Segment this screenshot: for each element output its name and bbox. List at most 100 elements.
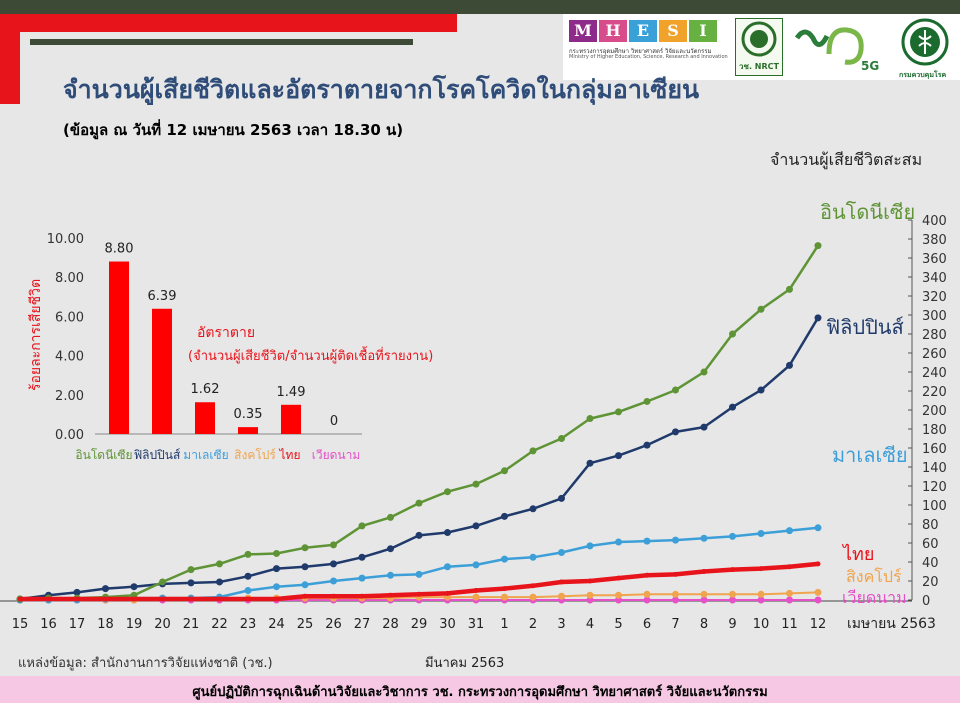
bar-chart-y-tick-label: 2.00 xyxy=(55,389,84,404)
bar-chart-y-tick-label: 0.00 xyxy=(55,428,84,443)
line-series-point xyxy=(330,560,337,568)
line-series-point xyxy=(729,590,736,598)
line-series-point xyxy=(586,415,594,423)
line-series-point xyxy=(301,581,309,589)
line-series-point xyxy=(330,541,337,549)
line-series-point xyxy=(502,586,507,592)
line-chart-x-tick-label: 17 xyxy=(69,617,86,632)
line-series-point xyxy=(672,536,679,544)
line-series-point xyxy=(445,590,450,596)
line-series-point xyxy=(787,564,792,570)
line-chart-y-tick-label: 180 xyxy=(922,423,947,438)
line-series-point xyxy=(501,593,508,601)
nrct-emblem-icon xyxy=(741,21,777,57)
line-series-point xyxy=(444,563,451,571)
line-series-point xyxy=(301,544,309,552)
line-series-point xyxy=(558,549,565,556)
line-series-point xyxy=(388,592,393,598)
line-series-point xyxy=(188,596,194,602)
line-series-point xyxy=(586,459,594,467)
line-chart-y-tick-label: 20 xyxy=(922,575,939,590)
line-series-point xyxy=(559,579,564,585)
line-chart-x-tick-label: 19 xyxy=(126,617,143,632)
line-series-point xyxy=(672,386,679,394)
line-series-point xyxy=(586,542,594,550)
bar-chart-annotation-title: อัตราตาย xyxy=(197,325,255,341)
line-chart-x-tick-label: 16 xyxy=(40,617,57,632)
bar-chart: 0.00 2.00 4.00 6.00 8.00 10.00 ร้อยละการเสียชี… xyxy=(28,232,433,462)
line-chart-x-tick-label: 27 xyxy=(354,617,371,632)
line-series-point xyxy=(274,596,279,602)
line-chart-y-tick-label: 340 xyxy=(922,271,947,286)
line-chart-x-tick-label: 5 xyxy=(614,617,622,632)
line-series-point xyxy=(472,480,480,488)
line-chart-x-tick-label: 11 xyxy=(781,617,798,632)
line-series-point xyxy=(358,574,366,582)
line-series-point xyxy=(615,408,622,416)
line-series-point xyxy=(358,522,366,530)
line-series-point xyxy=(643,596,651,604)
bar-chart-bar xyxy=(152,308,172,434)
line-chart-x-tick-label: 21 xyxy=(183,617,200,632)
line-series-point xyxy=(473,588,479,593)
line-series-point xyxy=(814,588,822,596)
bar-chart-value-label: 0 xyxy=(330,414,338,429)
line-series-point xyxy=(416,591,422,597)
line-series-point xyxy=(700,534,708,542)
line-series-point xyxy=(74,596,80,602)
bar-chart-annotation-text: (จำนวนผู้เสียชีวิต/จำนวนผู้ติดเชื้อที่รา… xyxy=(188,346,433,364)
line-chart-y-tick-label: 40 xyxy=(922,556,939,571)
bar-chart-category-label: เวียดนาม xyxy=(312,448,361,462)
line-series-point xyxy=(615,591,622,599)
line-series-point xyxy=(757,386,765,394)
bar-chart-value-label: 0.35 xyxy=(234,407,263,422)
line-series-point xyxy=(160,596,165,602)
line-series-point xyxy=(558,494,565,502)
line-series-point xyxy=(643,537,651,545)
line-series-point xyxy=(245,596,251,602)
line-series-point xyxy=(672,590,679,598)
mhesi-letter-s: S xyxy=(659,20,687,42)
v5g-logo: 5G xyxy=(794,27,879,73)
line-series-point xyxy=(17,596,23,602)
line-series-point xyxy=(587,578,593,584)
line-series-label: ฟิลิปปินส์ xyxy=(826,315,904,339)
line-series-point xyxy=(529,553,537,561)
top-bar xyxy=(0,0,960,14)
line-series-point xyxy=(757,305,765,313)
line-series-point xyxy=(558,435,565,442)
line-series-3 xyxy=(17,561,821,602)
line-series-point xyxy=(615,538,622,546)
bar-chart-bar xyxy=(195,402,215,434)
line-chart-x-month-end-label: เมษายน 2563 xyxy=(847,616,936,632)
green-divider xyxy=(30,39,413,45)
line-series-point xyxy=(501,467,508,475)
line-series-point xyxy=(673,571,678,577)
moph-label: กรมควบคุมโรค xyxy=(899,71,947,79)
line-series-point xyxy=(643,441,651,449)
line-chart-x-tick-label: 12 xyxy=(810,617,827,632)
line-series-point xyxy=(387,571,394,579)
line-series-point xyxy=(244,587,252,594)
line-series-point xyxy=(814,314,822,322)
line-series-point xyxy=(273,583,280,591)
page-subtitle: (ข้อมูล ณ วันที่ 12 เมษายน 2563 เวลา 18.… xyxy=(63,121,404,139)
line-chart-y-tick-label: 80 xyxy=(922,518,939,533)
line-series-point xyxy=(415,499,423,507)
line-chart-x-tick-label: 3 xyxy=(557,617,565,632)
line-chart-y-tick-label: 0 xyxy=(922,594,930,609)
line-series-point xyxy=(330,577,337,585)
line-series-point xyxy=(729,403,736,411)
line-chart-y-tick-label: 220 xyxy=(922,385,947,400)
mhesi-name-th: กระทรวงการอุดมศึกษา วิทยาศาสตร์ วิจัยและ… xyxy=(569,48,712,55)
footer-bar: ศูนย์ปฏิบัติการฉุกเฉินด้านวิจัยและวิชากา… xyxy=(0,676,960,703)
line-series-point xyxy=(643,590,651,598)
line-series-point xyxy=(46,596,51,602)
line-series-point xyxy=(757,596,765,604)
v5g-mark: 5G xyxy=(861,59,879,73)
line-series-point xyxy=(786,596,793,604)
line-chart-x-tick-label: 20 xyxy=(154,617,171,632)
line-chart-x-tick-label: 28 xyxy=(382,617,399,632)
mhesi-letter-e: E xyxy=(629,20,657,42)
